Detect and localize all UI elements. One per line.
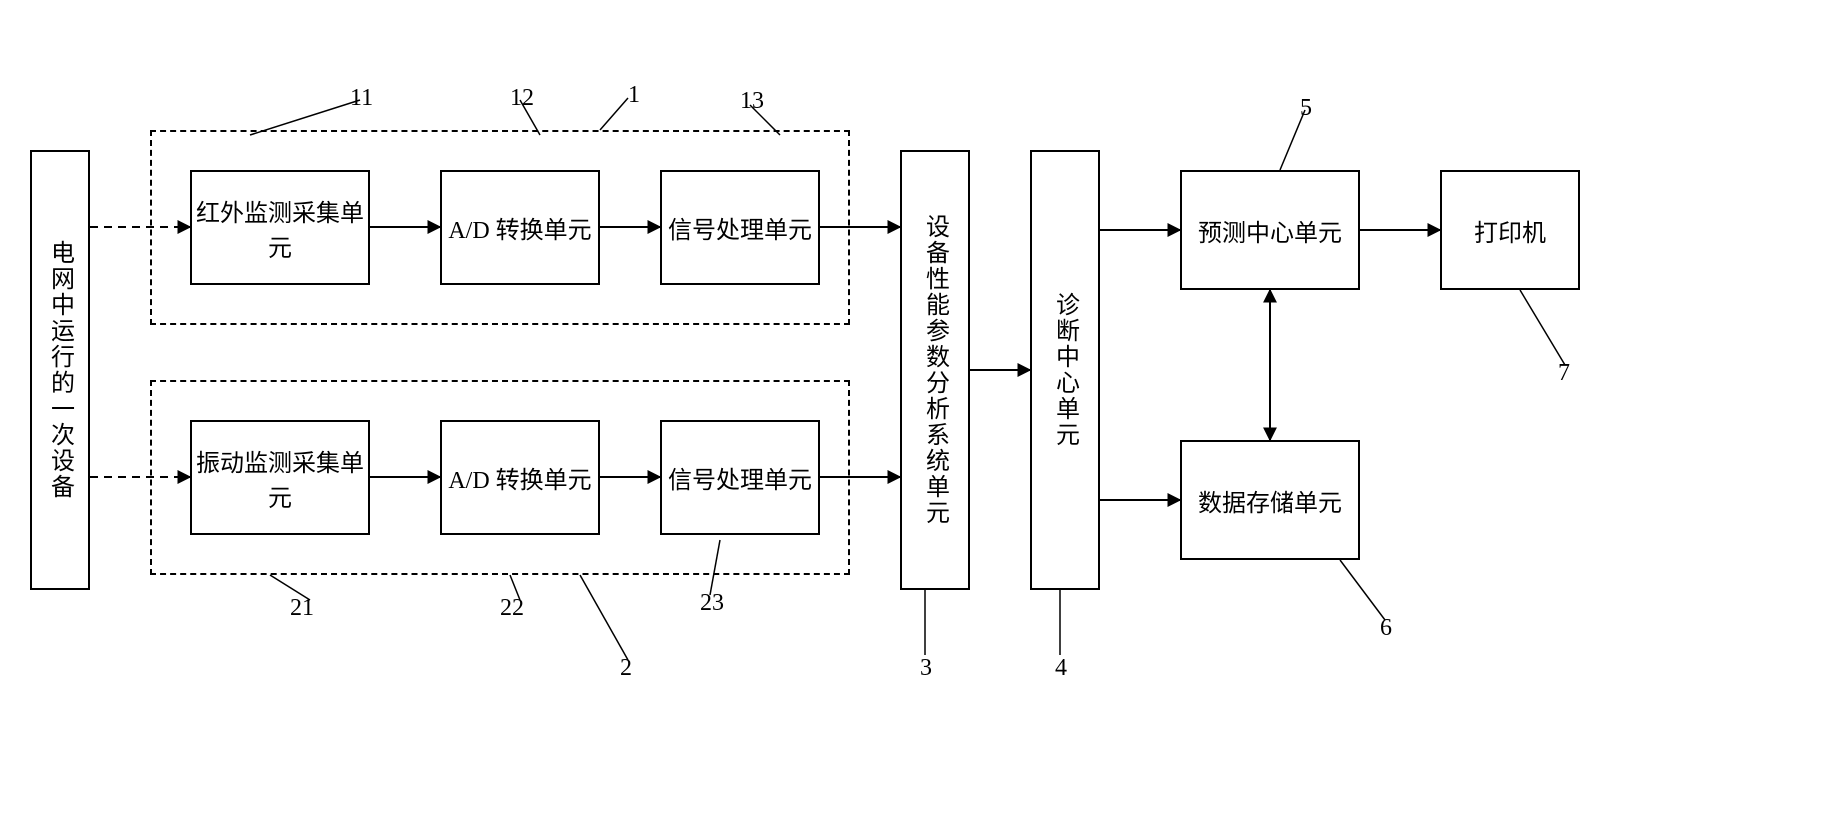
diagram-canvas: 电网中运行的一次设备红外监测采集单元A/D 转换单元信号处理单元振动监测采集单元… (20, 20, 1834, 813)
label-l22: 22 (500, 595, 524, 622)
node-text-n11: 红外监测采集单元 (192, 193, 368, 263)
label-l5: 5 (1300, 95, 1312, 122)
node-analysis: 设备性能参数分析系统单元 (900, 150, 970, 590)
label-l21: 21 (290, 595, 314, 622)
label-l12: 12 (510, 85, 534, 112)
node-text-predict: 预测中心单元 (1198, 213, 1342, 248)
node-n11: 红外监测采集单元 (190, 170, 370, 285)
node-n21: 振动监测采集单元 (190, 420, 370, 535)
label-l4: 4 (1055, 655, 1067, 682)
label-l23: 23 (700, 590, 724, 617)
node-text-n23: 信号处理单元 (668, 460, 812, 495)
node-text-analysis: 设备性能参数分析系统单元 (918, 214, 953, 526)
node-n12: A/D 转换单元 (440, 170, 600, 285)
node-text-n21: 振动监测采集单元 (192, 443, 368, 513)
label-l3: 3 (920, 655, 932, 682)
node-text-n13: 信号处理单元 (668, 210, 812, 245)
node-text-source: 电网中运行的一次设备 (43, 240, 78, 500)
node-printer: 打印机 (1440, 170, 1580, 290)
node-n13: 信号处理单元 (660, 170, 820, 285)
node-n22: A/D 转换单元 (440, 420, 600, 535)
node-text-store: 数据存储单元 (1198, 483, 1342, 518)
node-text-n12: A/D 转换单元 (448, 210, 591, 245)
label-l11: 11 (350, 85, 373, 112)
leader-12 (1520, 290, 1565, 365)
node-store: 数据存储单元 (1180, 440, 1360, 560)
node-n23: 信号处理单元 (660, 420, 820, 535)
leader-11 (1340, 560, 1385, 620)
label-l6: 6 (1380, 615, 1392, 642)
label-l1: 1 (628, 82, 640, 109)
node-text-diag: 诊断中心单元 (1048, 292, 1083, 448)
node-text-printer: 打印机 (1474, 213, 1546, 248)
label-l2: 2 (620, 655, 632, 682)
node-source: 电网中运行的一次设备 (30, 150, 90, 590)
node-diag: 诊断中心单元 (1030, 150, 1100, 590)
node-predict: 预测中心单元 (1180, 170, 1360, 290)
label-l13: 13 (740, 88, 764, 115)
label-l7: 7 (1558, 360, 1570, 387)
node-text-n22: A/D 转换单元 (448, 460, 591, 495)
leader-2 (600, 98, 628, 130)
leader-7 (580, 575, 628, 660)
